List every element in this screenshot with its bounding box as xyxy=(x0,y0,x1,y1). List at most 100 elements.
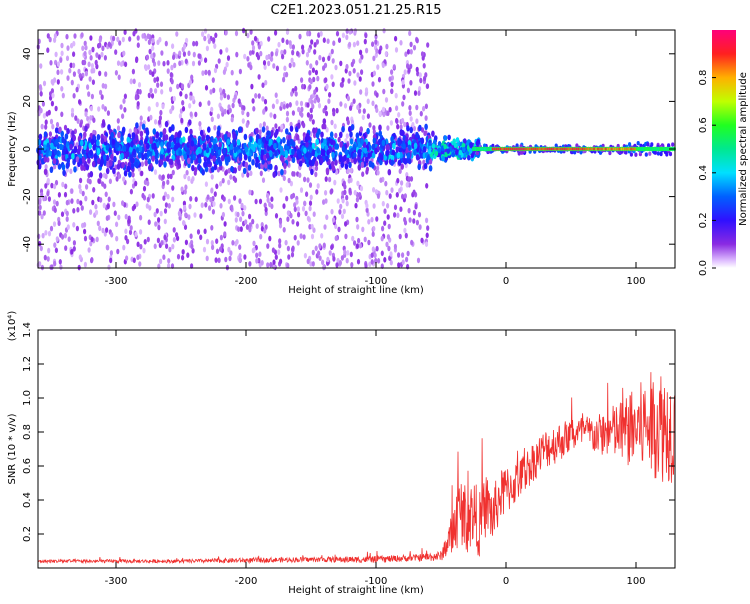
spectrogram-cell xyxy=(87,247,91,253)
spectrogram-cell xyxy=(91,160,96,168)
spectrogram-cell xyxy=(315,132,320,139)
spectrogram-cell xyxy=(243,254,247,260)
spectrogram-cell xyxy=(228,107,232,114)
spectrogram-cell xyxy=(385,150,389,157)
spectrogram-cell xyxy=(267,60,271,67)
spectrogram-cell xyxy=(280,101,284,108)
spectrogram-cell xyxy=(254,93,258,99)
spectrogram-cell xyxy=(392,142,396,150)
spectrogram-cell xyxy=(44,119,48,125)
spectrogram-cell xyxy=(339,60,343,67)
spectrogram-cell xyxy=(285,195,289,202)
spectrogram-cell xyxy=(194,196,198,203)
spectrogram-cell xyxy=(72,93,76,99)
spectrogram-cell xyxy=(90,63,94,69)
spectrogram-cell xyxy=(72,62,76,69)
spectrogram-cell xyxy=(273,142,277,150)
spectrogram-cell xyxy=(95,236,99,243)
spectrogram-cell xyxy=(370,252,374,258)
spectrogram-cell xyxy=(270,51,274,57)
spectrogram-cell xyxy=(107,196,111,203)
spectrogram-cell xyxy=(147,64,151,70)
spectrogram-cell xyxy=(300,112,304,118)
spectrogram-cell xyxy=(318,54,322,61)
spectrogram-cell xyxy=(222,69,226,75)
spectrogram-cell xyxy=(313,98,317,104)
spectrogram-cell xyxy=(54,51,58,58)
spectrogram-cell xyxy=(115,141,120,148)
spectrogram-cell xyxy=(342,208,346,215)
spectrogram-cell xyxy=(390,88,394,95)
spectrogram-cell xyxy=(305,51,310,58)
spectrogram-cell xyxy=(178,149,183,157)
spectrogram-cell xyxy=(220,155,225,162)
spectrogram-cell xyxy=(409,126,414,134)
spectrogram-cell xyxy=(259,170,263,177)
spectrogram-cell xyxy=(158,174,162,180)
spectrogram-cell xyxy=(317,250,321,256)
spectrogram-cell xyxy=(76,148,81,155)
spectrogram-cell xyxy=(135,122,139,129)
spectrogram-cell xyxy=(83,50,87,57)
spectrogram-cell xyxy=(104,191,108,198)
spectrogram-cell xyxy=(286,28,290,34)
spectrogram-cell xyxy=(335,107,339,114)
spectrogram-cell xyxy=(104,173,108,180)
spectrogram-cell xyxy=(176,83,180,90)
spectrogram-cell xyxy=(248,189,252,196)
spectrogram-cell xyxy=(136,254,140,261)
spectrogram-cell xyxy=(293,206,297,213)
spectrogram-cell xyxy=(415,66,419,73)
spectrogram-cell xyxy=(288,40,292,46)
spectrogram-cell xyxy=(154,221,158,227)
spectrogram-cell xyxy=(100,158,104,165)
spectrogram-cell xyxy=(349,105,353,111)
spectrogram-cell xyxy=(171,243,175,250)
spectrogram-cell xyxy=(60,130,64,137)
spectrogram-cell xyxy=(101,181,105,187)
spectrogram-cell xyxy=(251,45,256,51)
spectrogram-cell xyxy=(70,111,75,118)
spectrogram-cell xyxy=(164,120,169,128)
spectrogram-cell xyxy=(375,245,379,252)
spectrogram-cell xyxy=(61,181,65,188)
spectrogram-cell xyxy=(116,248,120,255)
spectrogram-cell xyxy=(278,238,282,244)
spectrogram-cell xyxy=(122,145,127,152)
spectrogram-cell xyxy=(196,229,201,235)
spectrogram-cell xyxy=(628,142,632,147)
spectrogram-cell xyxy=(361,171,365,177)
spectrogram-cell xyxy=(636,141,640,146)
spectrogram-cell xyxy=(64,245,68,251)
spectrogram-cell xyxy=(92,129,96,136)
spectrogram-cell xyxy=(309,63,313,69)
spectrogram-cell xyxy=(377,76,382,83)
spectrogram-cell xyxy=(181,136,186,143)
spectrogram-cell xyxy=(102,154,107,161)
spectrogram-cell xyxy=(46,33,50,39)
spectrogram-cell xyxy=(356,180,360,187)
spectrogram-cell xyxy=(242,105,246,111)
spectrogram-cell xyxy=(157,60,161,66)
spectrogram-cell xyxy=(189,111,193,117)
spectrogram-cell xyxy=(69,168,73,175)
spectrogram-cell xyxy=(358,242,362,249)
spectrogram-cell xyxy=(309,107,313,114)
spectrogram-cell xyxy=(397,112,401,118)
spectrogram-cell xyxy=(112,201,116,208)
spectrogram-cell xyxy=(348,70,352,77)
spectrogram-cell xyxy=(42,113,47,119)
spectrogram-cell xyxy=(469,142,473,149)
spectrogram-cell xyxy=(164,202,168,208)
spectrogram-cell xyxy=(58,259,62,265)
spectrogram-cell xyxy=(60,111,64,118)
spectrogram-cell xyxy=(395,146,400,153)
snr-y-tick-label: 0.6 xyxy=(22,458,33,474)
spectrogram-cell xyxy=(117,214,121,221)
spectrogram-cell xyxy=(403,158,408,165)
spectrogram-cell xyxy=(247,164,252,171)
spectrogram-cell xyxy=(372,137,377,144)
spectrogram-cell xyxy=(259,50,263,57)
spectrogram-cell xyxy=(608,150,612,156)
spectrogram-cell xyxy=(223,92,227,99)
